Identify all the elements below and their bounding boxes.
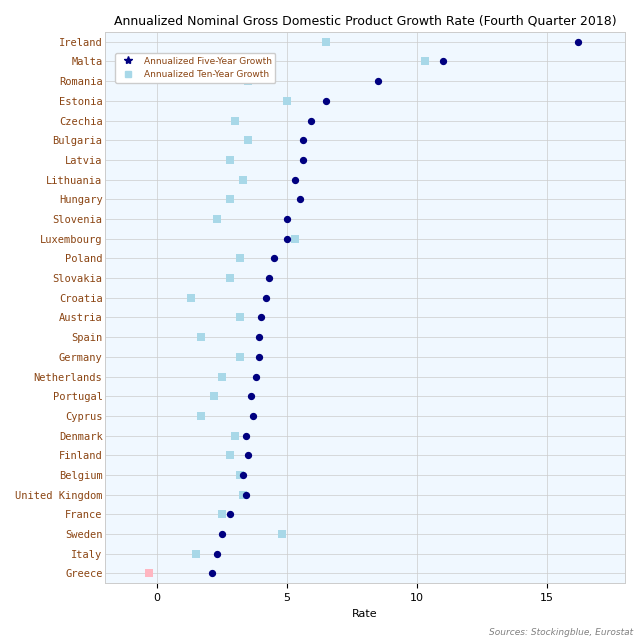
Point (438, 56, 448, 67)
Point (243, 450, 253, 460)
Point (212, 548, 222, 559)
Point (196, 332, 207, 342)
Point (236, 352, 246, 362)
Point (248, 411, 259, 421)
Text: Sources: Stockingblue, Eurostat: Sources: Stockingblue, Eurostat (490, 628, 634, 637)
Point (191, 548, 202, 559)
Point (277, 529, 287, 540)
Point (251, 371, 261, 381)
Point (246, 391, 256, 401)
Point (269, 253, 279, 264)
Point (243, 76, 253, 86)
Point (145, 568, 155, 579)
Point (243, 135, 253, 145)
Title: Annualized Nominal Gross Domestic Product Growth Rate (Fourth Quarter 2018): Annualized Nominal Gross Domestic Produc… (114, 15, 616, 28)
Point (290, 234, 300, 244)
Point (321, 36, 332, 47)
Point (238, 175, 248, 185)
Point (261, 292, 271, 303)
Point (230, 115, 241, 125)
Point (264, 273, 274, 284)
Point (186, 292, 196, 303)
Point (305, 115, 316, 125)
Point (225, 273, 235, 284)
Point (207, 568, 217, 579)
Point (225, 450, 235, 460)
Point (321, 96, 332, 106)
Point (212, 214, 222, 224)
Point (256, 312, 266, 323)
Point (217, 371, 227, 381)
Point (236, 312, 246, 323)
Point (298, 155, 308, 165)
Point (295, 194, 305, 204)
Point (298, 135, 308, 145)
Point (217, 509, 227, 520)
Point (420, 56, 430, 67)
Point (238, 490, 248, 500)
Point (241, 431, 251, 441)
Point (241, 490, 251, 500)
Point (236, 470, 246, 480)
Point (290, 175, 300, 185)
X-axis label: Rate: Rate (353, 609, 378, 619)
Point (253, 352, 264, 362)
Point (225, 194, 235, 204)
Point (253, 332, 264, 342)
Point (373, 76, 383, 86)
Point (238, 470, 248, 480)
Point (230, 431, 241, 441)
Point (282, 214, 292, 224)
Point (217, 529, 227, 540)
Point (225, 155, 235, 165)
Point (282, 96, 292, 106)
Point (236, 253, 246, 264)
Point (282, 234, 292, 244)
Point (196, 411, 207, 421)
Point (225, 509, 235, 520)
Point (209, 391, 220, 401)
Legend: Annualized Five-Year Growth, Annualized Ten-Year Growth: Annualized Five-Year Growth, Annualized … (115, 53, 275, 83)
Point (573, 36, 583, 47)
